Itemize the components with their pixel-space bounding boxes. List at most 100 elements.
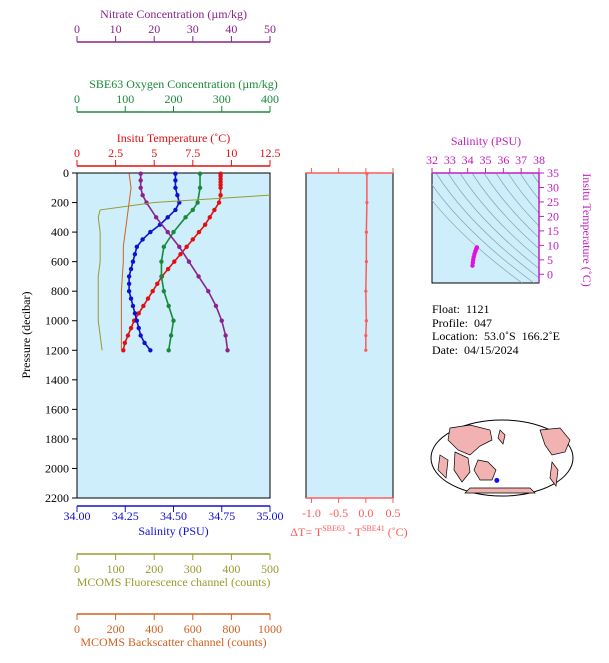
nitrate-point	[177, 244, 182, 250]
temperature-point	[216, 200, 222, 205]
delta-t-line	[365, 173, 368, 351]
temperature-point	[190, 237, 195, 242]
land-mass	[447, 424, 493, 456]
salinity-point	[173, 178, 178, 183]
nitrate-point	[138, 185, 143, 190]
fluorescence-tick-label: 100	[107, 562, 125, 576]
nitrate-tick-label: 0	[74, 22, 80, 36]
salinity-axis-label: Salinity (PSU)	[138, 524, 208, 538]
delta-t-panel-bg	[305, 172, 394, 499]
temperature-point	[125, 333, 131, 338]
land-mass	[464, 487, 536, 494]
salinity-point	[130, 259, 136, 264]
temperature-tick-label: 7.5	[185, 146, 200, 160]
density-contour	[471, 173, 539, 250]
delta-t-point	[364, 348, 368, 352]
world-map	[430, 419, 574, 497]
salinity-tick-label: 34.50	[160, 509, 187, 523]
ts-y-tick-label: 25	[547, 195, 559, 209]
salinity-point	[126, 288, 132, 294]
nitrate-axis-label: Nitrate Concentration (µm/kg)	[100, 7, 247, 21]
nitrate-point	[206, 288, 211, 294]
temperature-point	[207, 215, 212, 220]
ts-x-tick-label: 36	[497, 153, 509, 167]
fluorescence-axis-label: MCOMS Fluorescence channel (counts)	[77, 575, 271, 589]
bottom-axes: 34.00 34.25 34.50 34.75 35.00 Salinity (PSU) 0…	[64, 505, 284, 649]
nitrate-point	[213, 303, 219, 309]
oxygen-point	[171, 318, 176, 323]
density-contour	[531, 173, 539, 184]
pressure-tick-label: 1000	[45, 314, 69, 328]
delta-t-tick-label: 0.5	[386, 506, 401, 520]
oxygen-point	[159, 259, 164, 264]
salinity-tick-label: 34.25	[112, 509, 139, 523]
temperature-point	[218, 192, 223, 198]
salinity-point	[148, 348, 153, 353]
temperature-point	[196, 229, 202, 235]
backscatter-line	[120, 173, 132, 351]
salinity-point	[126, 281, 132, 286]
fluorescence-tick-label: 200	[145, 562, 163, 576]
temperature-axis-label: Insitu Temperature (˚C)	[117, 131, 231, 145]
fluorescence-line	[97, 194, 271, 351]
ts-title: Salinity (PSU)	[451, 134, 521, 148]
density-contour	[519, 173, 539, 200]
pressure-axis: 0 200 400 600 800 1000 1200 1400 1600 1800 2000 220…	[45, 166, 77, 505]
oxygen-point	[166, 303, 171, 309]
salinity-point	[173, 171, 178, 176]
pressure-tick-label: 2200	[45, 491, 69, 505]
oxygen-point	[183, 215, 188, 220]
backscatter-tick-label: 600	[184, 622, 202, 636]
oxygen-point	[195, 200, 200, 205]
temperature-point	[212, 207, 217, 213]
nitrate-point	[165, 229, 170, 235]
nitrate-tick-label: 20	[148, 22, 160, 36]
oxygen-point	[197, 171, 203, 176]
fluorescence-tick-label: 500	[261, 562, 279, 576]
salinity-point	[142, 340, 147, 346]
temperature-tick-label: 12.5	[260, 146, 281, 160]
temperature-point	[136, 311, 141, 316]
ts-ylabel: Insitu Temperature (˚C)	[580, 173, 594, 287]
salinity-point	[136, 325, 141, 331]
oxygen-axis-label: SBE63 Oxygen Concentration (µm/kg)	[89, 77, 278, 91]
backscatter-tick-label: 400	[145, 622, 163, 636]
fluorescence-tick-label: 400	[222, 562, 240, 576]
temperature-tick-label: 0	[74, 146, 80, 160]
temperature-point	[165, 266, 171, 272]
density-contour	[432, 199, 523, 283]
temperature-tick-label: 5	[151, 146, 157, 160]
backscatter-tick-label: 1000	[258, 622, 282, 636]
salinity-point	[134, 318, 140, 323]
oxygen-tick-label: 100	[116, 92, 134, 106]
delta-t-tick-label: -0.5	[329, 506, 348, 520]
temperature-point	[150, 288, 155, 294]
salinity-point	[132, 311, 138, 316]
delta-t-point	[364, 289, 368, 293]
ts-point	[474, 245, 480, 250]
oxygen-tick-label: 300	[213, 92, 231, 106]
salinity-tick-label: 34.75	[208, 509, 235, 523]
oxygen-point	[171, 229, 176, 235]
land-mass	[473, 459, 497, 481]
salinity-point	[140, 237, 145, 242]
ts-panel-bg	[431, 172, 540, 284]
oxygen-point	[159, 274, 164, 279]
density-contour	[507, 173, 539, 214]
nitrate-point	[223, 333, 228, 338]
temperature-point	[122, 340, 128, 346]
nitrate-point	[225, 348, 230, 353]
density-contour	[432, 184, 535, 283]
ts-x-tick-label: 37	[515, 153, 527, 167]
land-mass	[539, 427, 571, 456]
delta-t-tick-label: 0.0	[358, 506, 373, 520]
nitrate-point	[219, 318, 224, 323]
ts-y-tick-label: 5	[547, 253, 553, 267]
delta-t-point	[364, 333, 368, 338]
salinity-point	[134, 244, 140, 250]
float-id: Float: 1121	[432, 302, 490, 316]
delta-t-axis-label: ΔT= TSBE63 - TSBE41 (˚C)	[290, 524, 407, 539]
delta-t-point	[364, 319, 368, 323]
